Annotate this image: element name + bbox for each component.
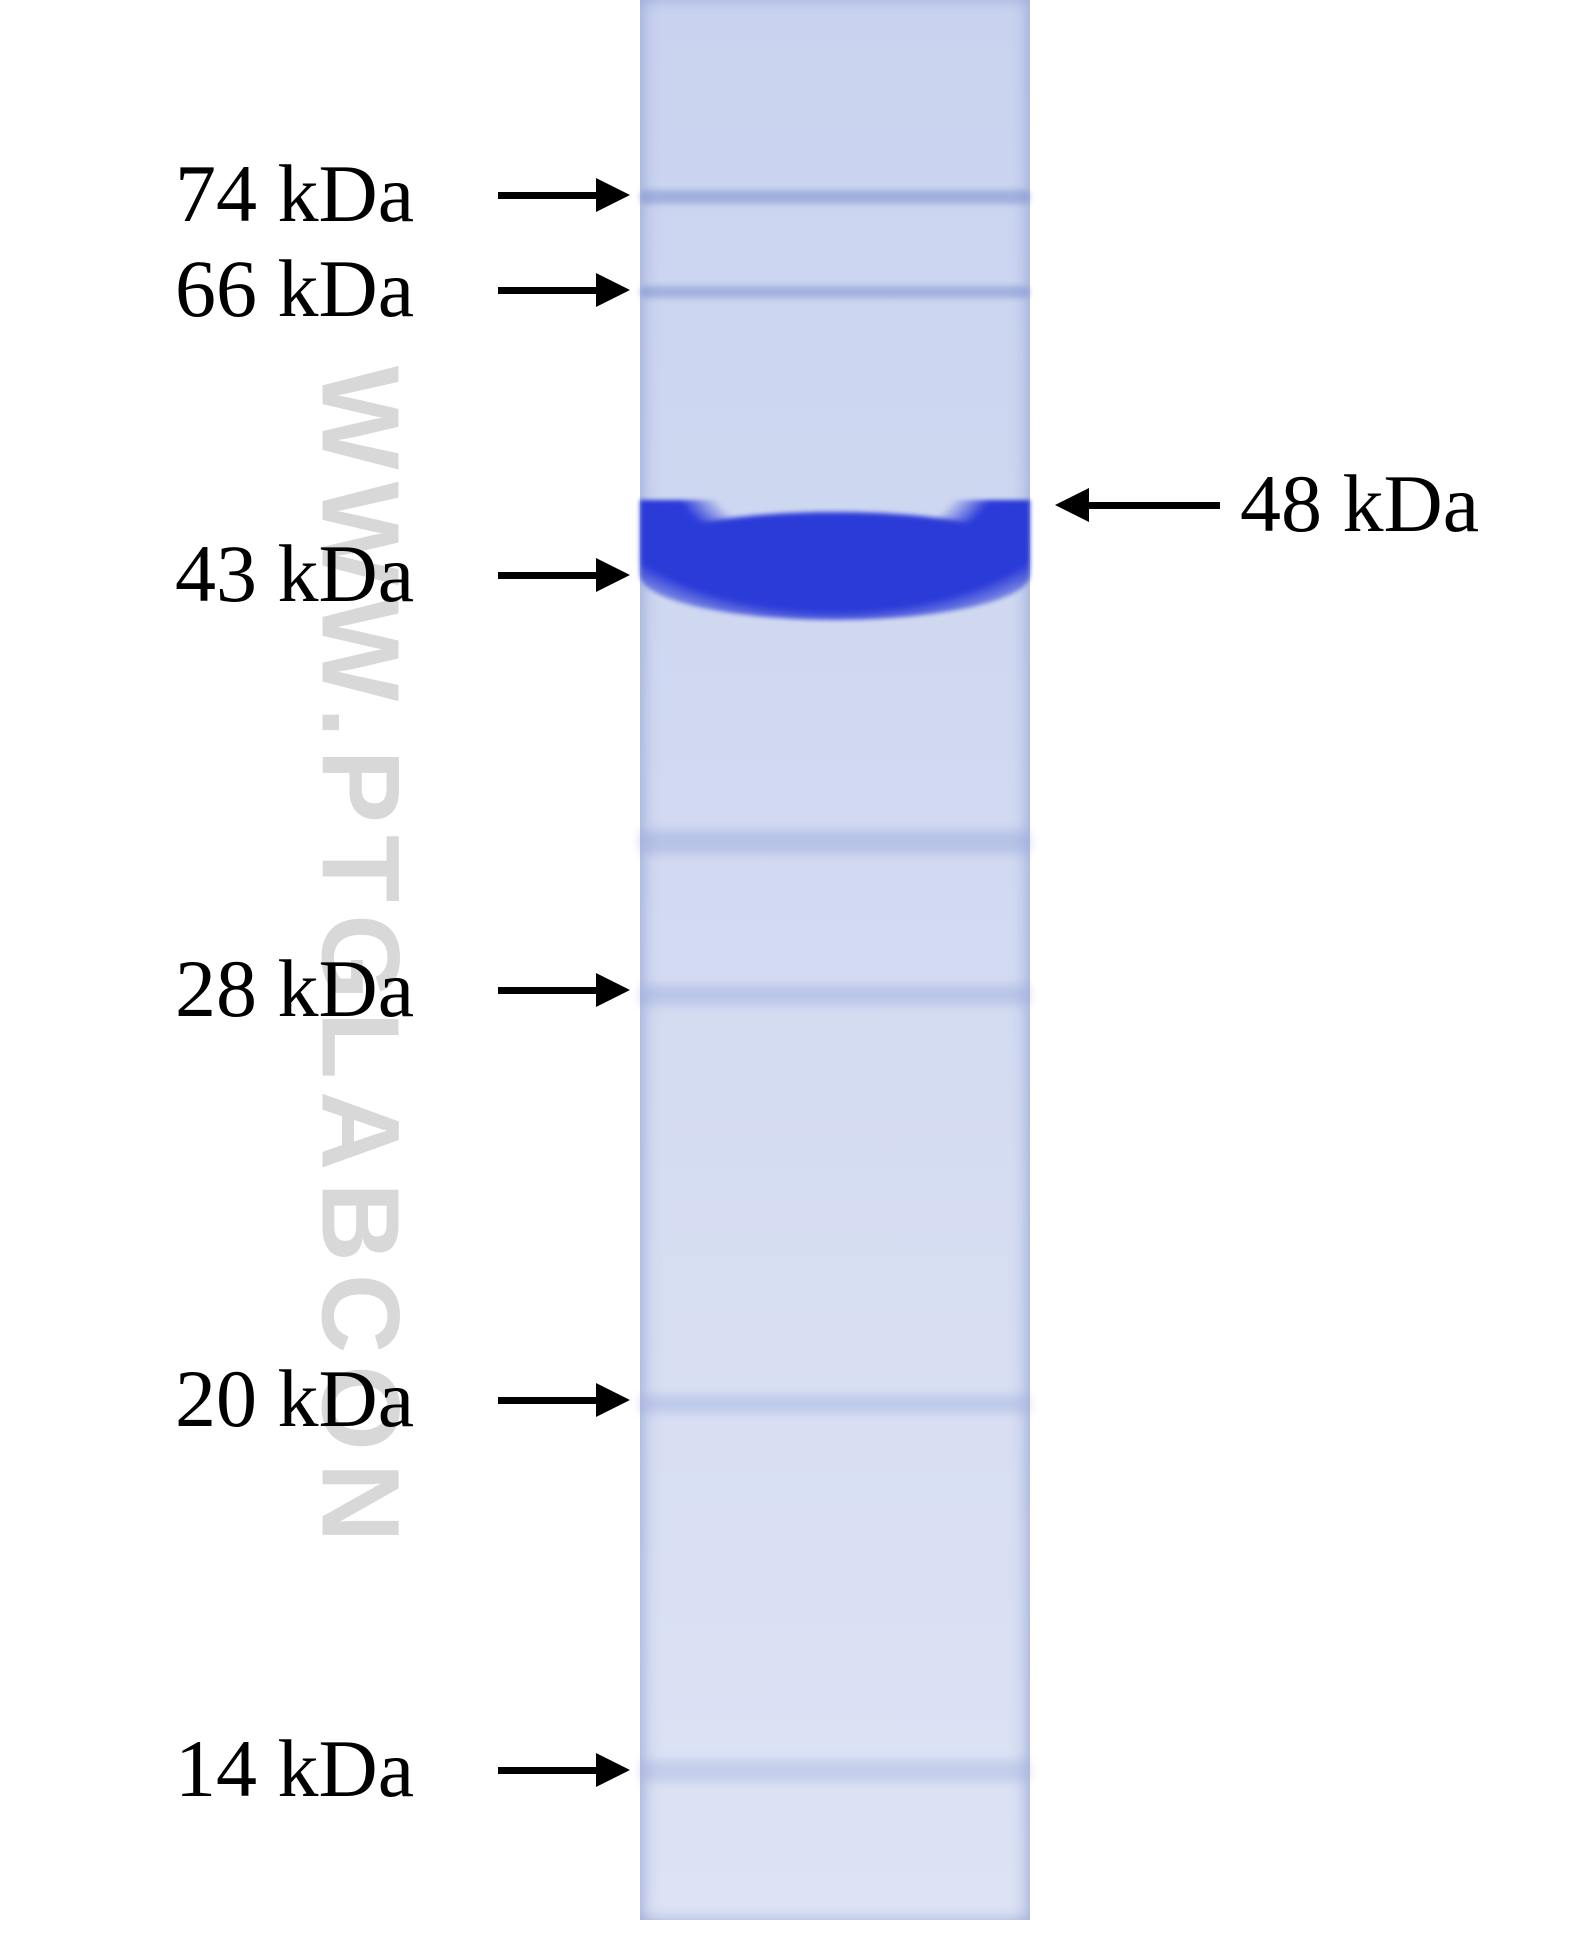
- arrow-icon: [0, 0, 1585, 1938]
- gel-figure: WWW.PTGLABCON 74 kDa66 kDa43 kDa28 kDa20…: [0, 0, 1585, 1938]
